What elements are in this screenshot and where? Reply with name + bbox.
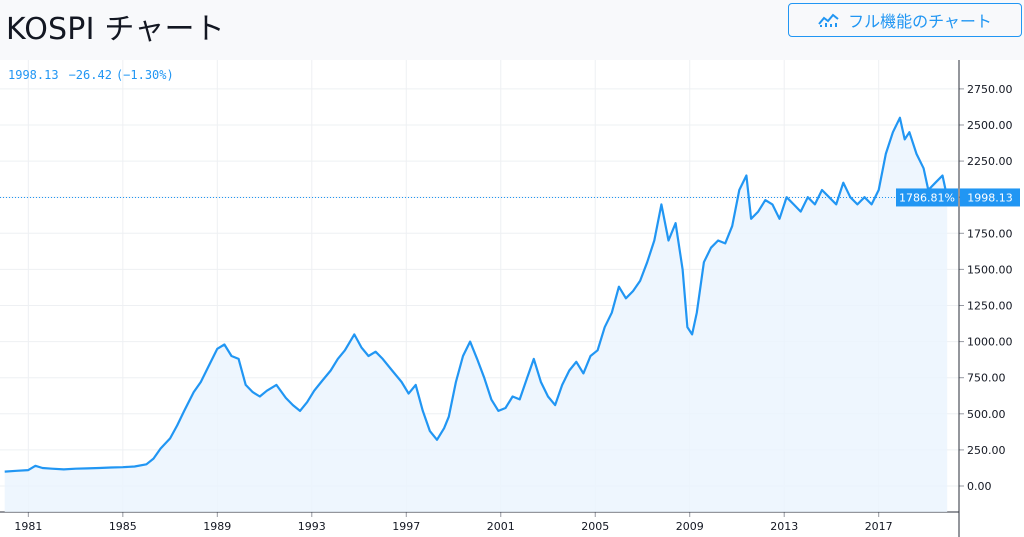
page-title: KOSPI チャート <box>6 12 225 47</box>
y-tick-label: 1000.00 <box>967 336 1013 349</box>
header-bar: KOSPI チャート フル機能のチャート <box>0 0 1024 60</box>
value-badge <box>960 188 1020 207</box>
y-tick-label: 2500.00 <box>967 119 1013 132</box>
chart-line-icon <box>818 13 839 27</box>
x-tick-label: 1993 <box>298 520 326 533</box>
y-tick-label: 0.00 <box>967 480 992 493</box>
full-chart-button-label: フル機能のチャート <box>848 12 992 31</box>
x-tick-label: 1997 <box>392 520 420 533</box>
x-tick-label: 2005 <box>581 520 609 533</box>
x-tick-label: 2001 <box>487 520 515 533</box>
x-tick-label: 1981 <box>14 520 42 533</box>
full-chart-button[interactable]: フル機能のチャート <box>788 3 1022 37</box>
x-tick-label: 1989 <box>203 520 231 533</box>
x-tick-label: 2009 <box>676 520 704 533</box>
legend-change: −26.42 <box>68 68 112 82</box>
y-tick-label: 1750.00 <box>967 227 1013 240</box>
y-tick-label: 250.00 <box>967 444 1006 457</box>
price-chart[interactable]: 0.00 250.00 500.00 750.00 1000.00 1250.00 1500… <box>0 60 1024 537</box>
y-tick-label: 2750.00 <box>967 83 1013 96</box>
legend-last-value: 1998.13 <box>8 68 59 82</box>
percent-badge-label: 1786.81% <box>899 191 955 204</box>
series-area <box>4 117 948 513</box>
x-tick-label: 1985 <box>109 520 137 533</box>
x-tick-label: 2017 <box>865 520 893 533</box>
percent-badge <box>896 188 958 207</box>
chart-area[interactable]: 1998.13 −26.42 (−1.30%) 0.00 250.00 500.00… <box>0 60 1024 537</box>
value-badge-label: 1998.13 <box>967 191 1013 204</box>
y-tick-label: 1500.00 <box>967 263 1013 276</box>
y-tick-label: 750.00 <box>967 372 1006 385</box>
y-tick-label: 500.00 <box>967 408 1006 421</box>
y-tick-label: 1250.00 <box>967 299 1013 312</box>
legend: 1998.13 −26.42 (−1.30%) <box>8 68 174 82</box>
x-tick-label: 2013 <box>770 520 798 533</box>
y-tick-label: 2250.00 <box>967 155 1013 168</box>
legend-change-pct: (−1.30%) <box>115 68 174 82</box>
